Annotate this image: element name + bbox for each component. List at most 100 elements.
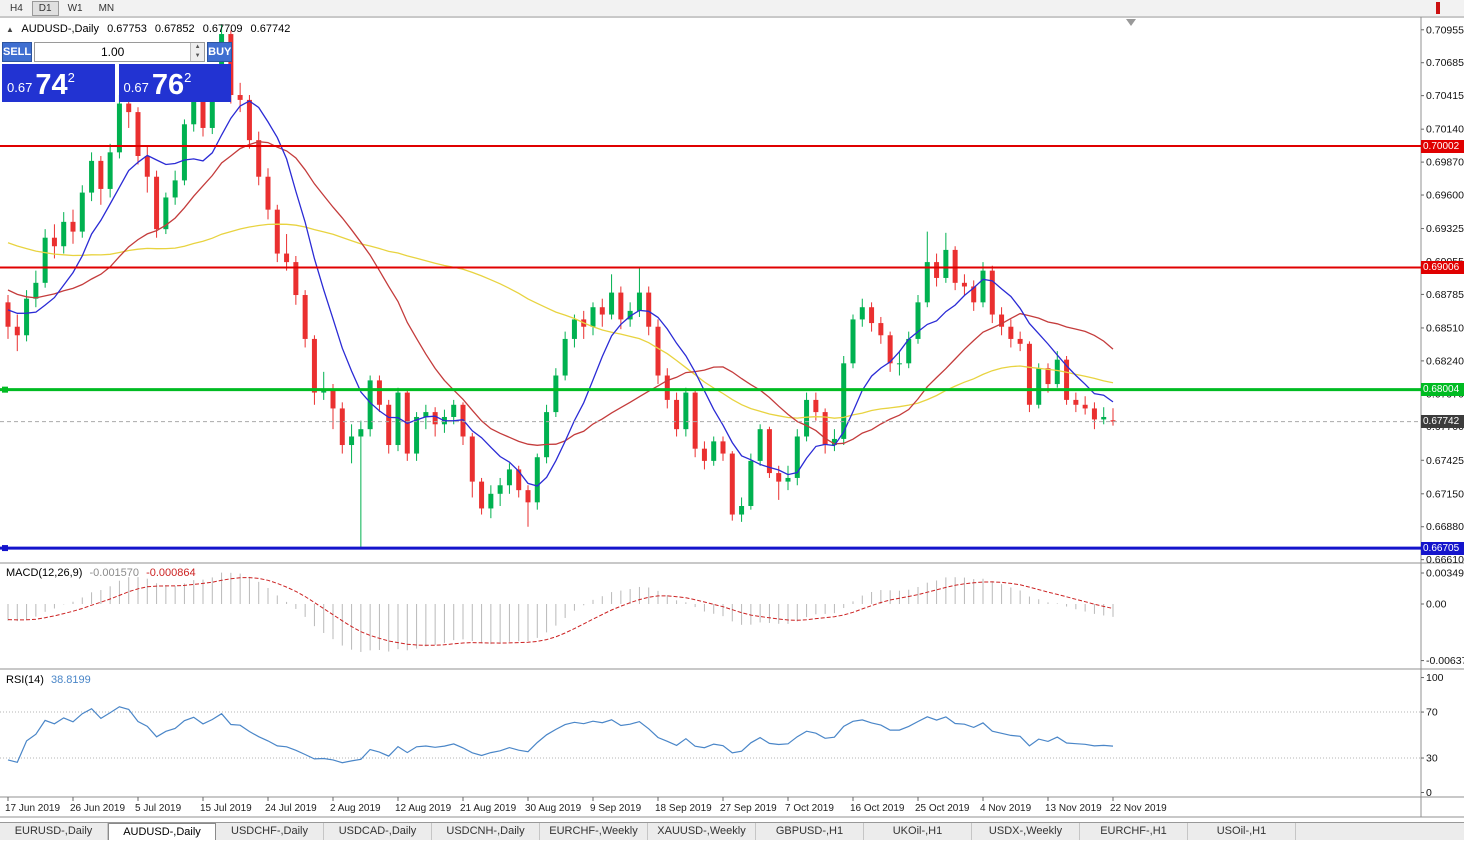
buy-button[interactable]: BUY [207, 42, 233, 62]
candle-body [729, 453, 735, 515]
candle-body [618, 292, 624, 320]
candle-body [804, 399, 810, 437]
chart-tab-xauusd-weekly[interactable]: XAUUSD-,Weekly [648, 823, 756, 840]
chart-tab-usoil-h1[interactable]: USOil-,H1 [1188, 823, 1296, 840]
bid-price-button[interactable]: 0.67 74 2 [2, 64, 115, 102]
candle-body [126, 103, 132, 113]
moving-average-line [7, 141, 1114, 446]
candle-body [794, 436, 800, 478]
rsi-indicator-label: RSI(14) 38.8199 [6, 674, 95, 686]
price-scale-marker: 0.68004 [1421, 383, 1464, 397]
timeframe-button-d1[interactable]: D1 [31, 0, 59, 16]
timeframe-button-mn[interactable]: MN [98, 2, 115, 14]
candle-body [302, 295, 308, 339]
chart-tab-usdchf-daily[interactable]: USDCHF-,Daily [216, 823, 324, 840]
candle-body [831, 438, 837, 446]
price-axis-label: 0.67150 [1426, 488, 1464, 500]
ask-price-button[interactable]: 0.67 76 2 [118, 64, 231, 102]
bid-price-sup: 2 [67, 70, 75, 85]
candle-body [89, 160, 95, 193]
candle-body [246, 99, 252, 141]
candle-body [237, 95, 243, 100]
price-axis-label: 0.70955 [1426, 24, 1464, 36]
candle-body [516, 469, 522, 491]
line-handle[interactable] [2, 386, 8, 393]
candle-body [646, 292, 652, 327]
rsi-axis-label: 100 [1426, 672, 1444, 684]
candle-body [386, 404, 392, 446]
candle-body [61, 221, 67, 247]
chart-tab-audusd-daily[interactable]: AUDUSD-,Daily [108, 823, 216, 840]
date-axis-label: 22 Nov 2019 [1110, 803, 1167, 814]
line-handle[interactable] [2, 545, 8, 552]
price-scale-marker: 0.67742 [1421, 415, 1464, 429]
candle-body [154, 176, 160, 230]
candle-body [423, 412, 429, 417]
timeframe-button-h4[interactable]: H4 [10, 2, 23, 14]
volume-input[interactable] [35, 43, 191, 61]
candle-body [701, 448, 707, 461]
price-axis-label: 0.70415 [1426, 90, 1464, 102]
timeframe-buttons: H4 D1 W1 MN [3, 0, 123, 16]
candle-body [42, 237, 48, 283]
candle-body [107, 152, 113, 189]
candle-body [451, 404, 457, 417]
candle-body [664, 375, 670, 400]
sell-button[interactable]: SELL [2, 42, 33, 62]
chart-tab-eurchf-h1[interactable]: EURCHF-,H1 [1080, 823, 1188, 840]
chart-tab-eurusd-daily[interactable]: EURUSD-,Daily [0, 823, 108, 840]
chart-tab-usdcnh-daily[interactable]: USDCNH-,Daily [432, 823, 540, 840]
candle-body [571, 319, 577, 339]
candle-body [776, 473, 782, 482]
candle-body [321, 390, 327, 393]
macd-value: -0.001570 [89, 567, 140, 579]
candle-body [859, 307, 865, 320]
candle-body [1045, 368, 1051, 385]
date-axis-label: 25 Oct 2019 [915, 803, 970, 814]
price-axis-label: 0.69600 [1426, 190, 1464, 202]
candle-body [395, 392, 401, 446]
chart-shift-marker[interactable] [1126, 19, 1136, 26]
price-axis-label: 0.68510 [1426, 322, 1464, 334]
candle-body [748, 460, 754, 506]
volume-box: ▲ ▼ [34, 42, 206, 62]
price-axis-label: 0.69325 [1426, 223, 1464, 235]
candle-body [98, 160, 104, 189]
ask-price-sup: 2 [184, 70, 192, 85]
candle-body [349, 436, 355, 446]
candle-body [534, 457, 540, 503]
volume-decrease-button[interactable]: ▼ [191, 52, 205, 61]
chart-tab-ukoil-h1[interactable]: UKOil-,H1 [864, 823, 972, 840]
timeframe-button-w1[interactable]: W1 [67, 2, 83, 14]
macd-axis-label: -0.00637 [1426, 655, 1464, 667]
date-axis-label: 21 Aug 2019 [460, 803, 517, 814]
candle-body [265, 176, 271, 210]
date-axis-label: 26 Jun 2019 [70, 803, 125, 814]
chart-tab-eurchf-weekly[interactable]: EURCHF-,Weekly [540, 823, 648, 840]
ohlc-close: 0.67742 [250, 23, 291, 35]
moving-average-line [7, 100, 1114, 487]
candle-body [590, 307, 596, 327]
chart-ohlc-readout: ▲ AUDUSD-,Daily 0.67753 0.67852 0.67709 … [6, 23, 295, 35]
candle-body [1082, 404, 1088, 409]
candle-body [878, 323, 884, 336]
candle-body [488, 493, 494, 509]
collapse-trade-panel-icon[interactable]: ▲ [6, 25, 14, 34]
date-axis-label: 13 Nov 2019 [1045, 803, 1102, 814]
candle-body [274, 209, 280, 254]
candle-body [469, 436, 475, 482]
chart-tabs-bar: EURUSD-,Daily AUDUSD-,Daily USDCHF-,Daily U… [0, 822, 1464, 840]
candle-body [70, 221, 76, 232]
macd-indicator-label: MACD(12,26,9) -0.001570 -0.000864 [6, 567, 200, 579]
date-axis-label: 30 Aug 2019 [525, 803, 582, 814]
candle-body [627, 310, 633, 320]
candle-body [636, 292, 642, 311]
chart-tab-gbpusd-h1[interactable]: GBPUSD-,H1 [756, 823, 864, 840]
chart-tab-usdcad-daily[interactable]: USDCAD-,Daily [324, 823, 432, 840]
price-scale-marker: 0.66705 [1421, 541, 1464, 555]
candle-body [1026, 343, 1032, 405]
candle-body [497, 485, 503, 494]
chart-tab-usdx-weekly[interactable]: USDX-,Weekly [972, 823, 1080, 840]
volume-increase-button[interactable]: ▲ [191, 43, 205, 52]
